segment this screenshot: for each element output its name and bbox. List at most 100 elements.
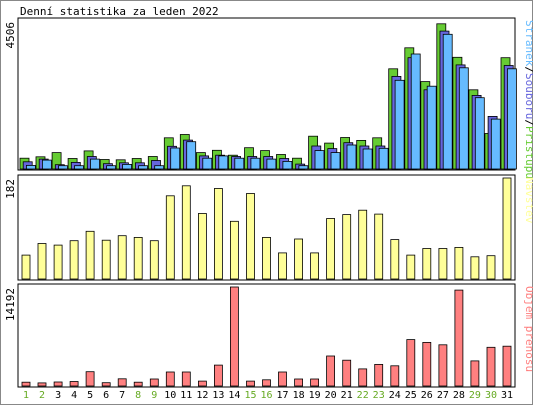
bar-objem-day-16 bbox=[262, 379, 271, 387]
bar-stranek-day-22 bbox=[362, 148, 373, 170]
bar-stranek-day-15 bbox=[250, 157, 261, 170]
bar-stranek-day-12 bbox=[202, 157, 213, 170]
bar-stranek-day-8 bbox=[138, 165, 149, 170]
bar-navstev-day-23 bbox=[374, 213, 384, 280]
x-tick-label-day-4: 4 bbox=[71, 390, 77, 401]
bar-objem-day-20 bbox=[326, 355, 336, 387]
bar-objem-day-6 bbox=[101, 382, 111, 387]
bar-stranek-day-3 bbox=[58, 165, 68, 170]
x-tick-label-day-1: 1 bbox=[23, 390, 29, 401]
x-tick-label-day-30: 30 bbox=[485, 390, 497, 401]
bar-objem-day-5 bbox=[85, 371, 95, 387]
bar-navstev-day-10 bbox=[165, 195, 175, 280]
x-tick-label-day-28: 28 bbox=[453, 390, 465, 401]
axis-title-part: Souborů bbox=[523, 73, 533, 119]
bar-stranek-day-23 bbox=[378, 147, 389, 170]
bar-navstev-day-1 bbox=[21, 254, 31, 280]
bar-objem-day-10 bbox=[165, 371, 175, 387]
bar-navstev-day-27 bbox=[438, 248, 448, 280]
x-tick-label-day-19: 19 bbox=[309, 390, 321, 401]
bar-objem-day-29 bbox=[470, 360, 480, 387]
x-tick-label-day-31: 31 bbox=[501, 390, 513, 401]
x-tick-label-day-9: 9 bbox=[151, 390, 157, 401]
x-axis-tick-labels: 1 2 3 4 5 6 7 8 9 10 11 12 13 14 15 16 17 18 19 20 21 22 23 24 2… bbox=[23, 390, 513, 401]
bar-stranek-day-6 bbox=[106, 165, 116, 170]
bar-navstev-day-19 bbox=[310, 252, 320, 280]
x-tick-label-day-24: 24 bbox=[389, 390, 401, 401]
bar-objem-day-28 bbox=[454, 289, 464, 387]
panel-mid-ymax-label: 182 bbox=[4, 179, 17, 199]
bar-stranek-day-27 bbox=[442, 33, 453, 170]
bar-navstev-day-7 bbox=[117, 235, 127, 280]
bar-stranek-day-7 bbox=[122, 163, 132, 170]
panel-top-axis-title: Stránek/Souborů/Přístupů bbox=[523, 20, 533, 179]
bar-navstev-day-14 bbox=[229, 220, 239, 280]
bar-stranek-day-4 bbox=[74, 165, 84, 170]
bar-stranek-day-31 bbox=[506, 68, 517, 170]
x-tick-label-day-18: 18 bbox=[293, 390, 305, 401]
bar-navstev-day-2 bbox=[37, 243, 47, 280]
bar-navstev-day-24 bbox=[390, 239, 400, 280]
bar-objem-day-23 bbox=[374, 363, 384, 387]
bar-objem-day-31 bbox=[502, 345, 512, 387]
panel-bot-frame bbox=[17, 283, 516, 388]
bar-objem-day-24 bbox=[390, 365, 400, 387]
bar-objem-day-18 bbox=[294, 378, 304, 387]
x-tick-label-day-16: 16 bbox=[260, 390, 272, 401]
axis-title-part: / bbox=[523, 119, 533, 126]
bar-navstev-day-25 bbox=[406, 254, 416, 280]
bar-objem-day-9 bbox=[149, 378, 159, 387]
bar-objem-day-22 bbox=[358, 368, 368, 387]
bar-stranek-day-21 bbox=[346, 144, 357, 170]
bar-navstev-day-31 bbox=[502, 177, 512, 280]
panel-mid-axis-title: Návštěv bbox=[523, 177, 533, 224]
bar-objem-day-8 bbox=[133, 381, 143, 387]
bar-objem-day-7 bbox=[117, 378, 127, 387]
bar-stranek-day-9 bbox=[154, 165, 165, 170]
bar-navstev-day-8 bbox=[133, 236, 143, 280]
axis-title-part: Objem přenosu bbox=[523, 286, 533, 372]
x-tick-label-day-13: 13 bbox=[212, 390, 224, 401]
bar-navstev-day-29 bbox=[470, 256, 480, 280]
bar-objem-day-2 bbox=[37, 382, 47, 387]
x-tick-label-day-25: 25 bbox=[405, 390, 417, 401]
bar-navstev-day-17 bbox=[278, 252, 287, 280]
bar-stranek-day-13 bbox=[218, 155, 229, 170]
bar-stranek-day-24 bbox=[394, 79, 405, 170]
bar-objem-day-11 bbox=[181, 371, 191, 387]
chart-title: Denní statistika za leden 2022 bbox=[20, 5, 219, 18]
bar-navstev-day-3 bbox=[53, 244, 63, 280]
bar-stranek-day-28 bbox=[458, 67, 469, 170]
axis-title-part: Stránek bbox=[523, 20, 533, 67]
bar-stranek-day-5 bbox=[90, 158, 100, 170]
bar-objem-day-17 bbox=[278, 371, 287, 387]
bar-navstev-day-28 bbox=[454, 246, 464, 280]
bar-objem-day-3 bbox=[53, 381, 63, 387]
panel-top-ymax-label: 4506 bbox=[4, 22, 17, 49]
bar-objem-day-30 bbox=[486, 346, 496, 387]
bar-objem-day-27 bbox=[438, 344, 448, 387]
bar-navstev-day-4 bbox=[69, 240, 79, 280]
bar-navstev-day-16 bbox=[262, 236, 271, 280]
bar-stranek-day-26 bbox=[426, 85, 437, 170]
bar-navstev-day-11 bbox=[181, 185, 191, 280]
bar-navstev-day-22 bbox=[358, 209, 368, 280]
bar-objem-day-4 bbox=[69, 381, 79, 387]
bar-stranek-day-10 bbox=[170, 147, 181, 170]
bar-stranek-day-20 bbox=[330, 152, 341, 170]
bar-navstev-day-21 bbox=[342, 214, 352, 280]
bar-stranek-day-17 bbox=[282, 160, 293, 170]
bar-objem-day-19 bbox=[310, 378, 320, 387]
bar-navstev-day-13 bbox=[213, 188, 223, 280]
chart-panels: 4506Stránek/Souborů/Přístupů182Návštěv14… bbox=[4, 17, 533, 388]
x-tick-label-day-8: 8 bbox=[135, 390, 141, 401]
bar-stranek-day-1 bbox=[25, 164, 36, 170]
bar-objem-day-25 bbox=[406, 339, 416, 387]
bar-navstev-day-5 bbox=[85, 230, 95, 280]
panel-bot-axis-title: Objem přenosu bbox=[523, 286, 533, 372]
bar-navstev-day-20 bbox=[326, 218, 336, 280]
x-tick-label-day-29: 29 bbox=[469, 390, 481, 401]
bar-stranek-day-2 bbox=[42, 159, 52, 170]
